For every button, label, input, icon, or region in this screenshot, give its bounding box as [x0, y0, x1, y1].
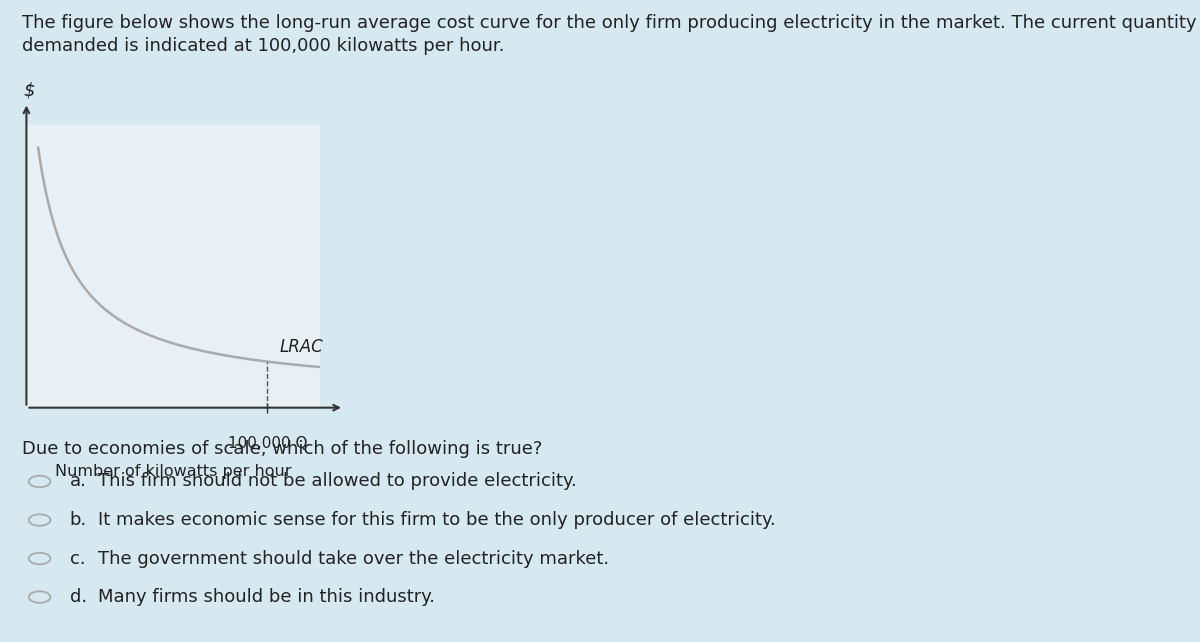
Text: a.: a. [70, 473, 86, 490]
Text: $: $ [24, 82, 35, 100]
Text: c.: c. [70, 550, 85, 568]
Text: It makes economic sense for this firm to be the only producer of electricity.: It makes economic sense for this firm to… [98, 511, 776, 529]
Text: Number of kilowatts per hour: Number of kilowatts per hour [55, 464, 292, 479]
Text: Due to economies of scale, which of the following is true?: Due to economies of scale, which of the … [22, 440, 542, 458]
Text: This firm should not be allowed to provide electricity.: This firm should not be allowed to provi… [98, 473, 577, 490]
Text: 100,000 Q: 100,000 Q [228, 436, 307, 451]
Text: The figure below shows the long-run average cost curve for the only firm produci: The figure below shows the long-run aver… [22, 14, 1196, 32]
Text: b.: b. [70, 511, 86, 529]
Text: d.: d. [70, 588, 86, 606]
Text: demanded is indicated at 100,000 kilowatts per hour.: demanded is indicated at 100,000 kilowat… [22, 37, 504, 55]
Text: The government should take over the electricity market.: The government should take over the elec… [98, 550, 610, 568]
Text: Many firms should be in this industry.: Many firms should be in this industry. [98, 588, 436, 606]
Text: LRAC: LRAC [280, 338, 323, 356]
